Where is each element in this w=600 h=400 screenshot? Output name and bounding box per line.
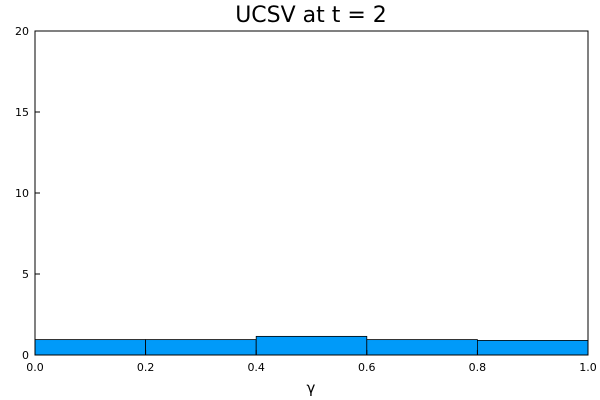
y-tick-label: 0: [22, 349, 29, 362]
x-tick-label: 0.4: [247, 361, 265, 374]
y-tick-label: 5: [22, 268, 29, 281]
plot-frame: [34, 30, 589, 356]
x-tick-label: 0.2: [137, 361, 155, 374]
chart-title: UCSV at t = 2: [235, 3, 387, 28]
y-axis: 0 5 10 15 20: [15, 25, 40, 362]
x-tick-label: 0.6: [358, 361, 376, 374]
x-tick-label: 1.0: [579, 361, 597, 374]
histogram-bar: [366, 339, 478, 356]
y-tick-label: 15: [15, 106, 29, 119]
histogram-bar: [255, 335, 368, 356]
x-tick-label: 0.8: [469, 361, 487, 374]
histogram-bar: [145, 339, 257, 356]
bars-group: [34, 335, 589, 356]
histogram-bar: [476, 340, 589, 356]
x-axis-label: γ: [307, 379, 316, 397]
x-tick-label: 0.0: [26, 361, 44, 374]
histogram-bar: [34, 339, 146, 356]
x-axis: 0.0 0.2 0.4 0.6 0.8 1.0: [26, 350, 597, 374]
y-tick-label: 20: [15, 25, 29, 38]
y-tick-label: 10: [15, 187, 29, 200]
